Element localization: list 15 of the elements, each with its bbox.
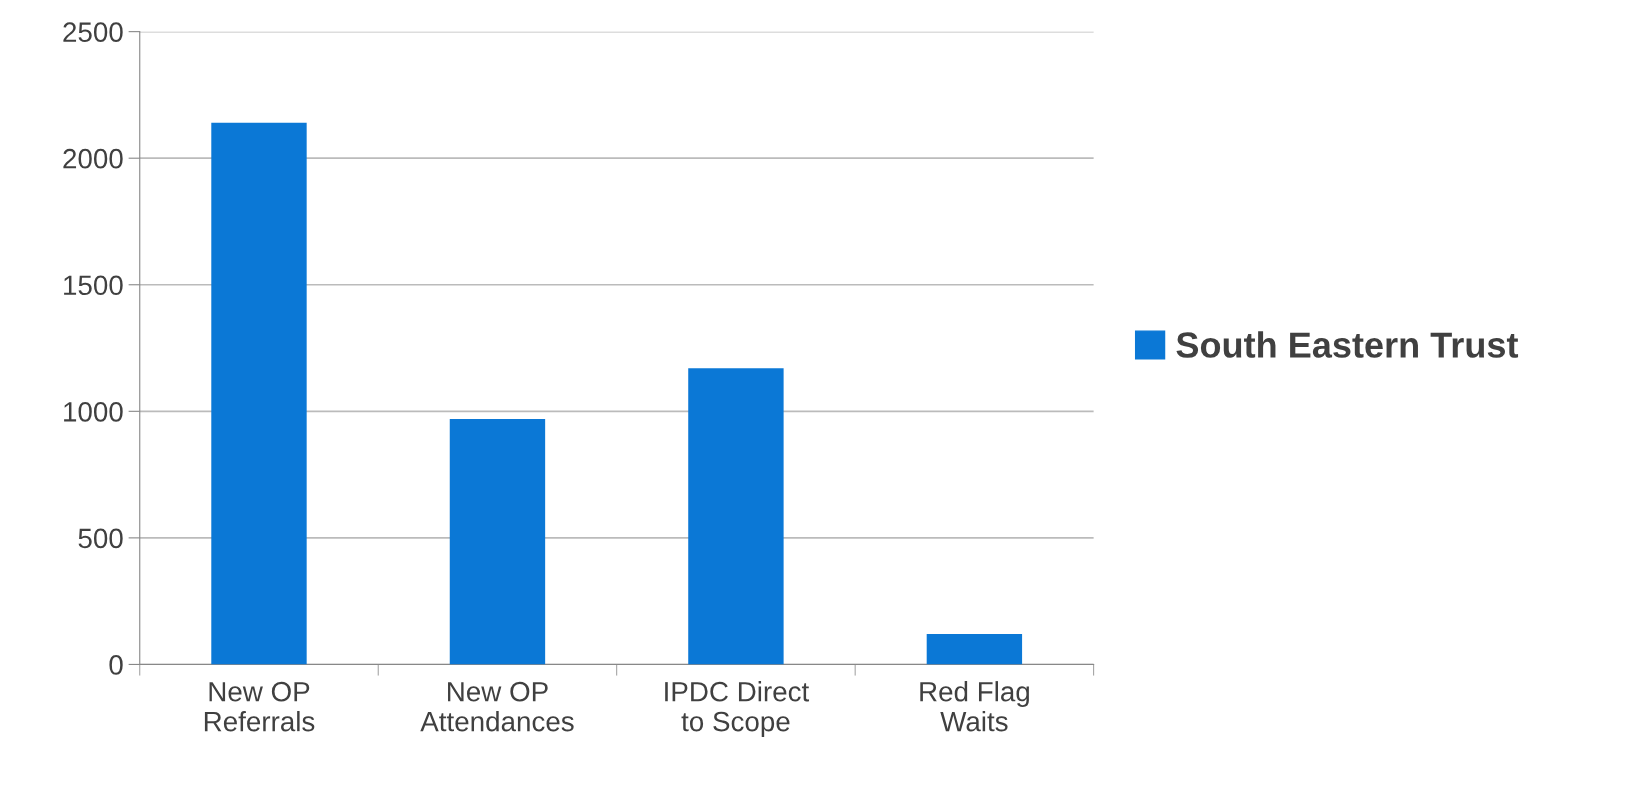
- legend-label: South Eastern Trust: [1176, 331, 1519, 358]
- y-tick-label: 2500: [63, 22, 123, 42]
- x-tick-label: Red Flag Waits: [920, 681, 1029, 732]
- x-tick-label: IPDC Direct to Scope: [665, 681, 810, 737]
- y-tick-label: 1500: [64, 275, 123, 296]
- y-tick-label: 2000: [63, 148, 123, 169]
- y-tick-label: 0: [109, 655, 123, 675]
- y-tick-label: 500: [78, 528, 123, 549]
- x-tick-label: New OP Attendances: [420, 681, 574, 732]
- y-tick-label: 1000: [64, 401, 123, 422]
- bar: [211, 122, 307, 665]
- bar: [688, 368, 784, 665]
- x-tick-label: New OP Referrals: [204, 681, 315, 732]
- bar: [449, 418, 546, 665]
- bar: [926, 634, 1023, 665]
